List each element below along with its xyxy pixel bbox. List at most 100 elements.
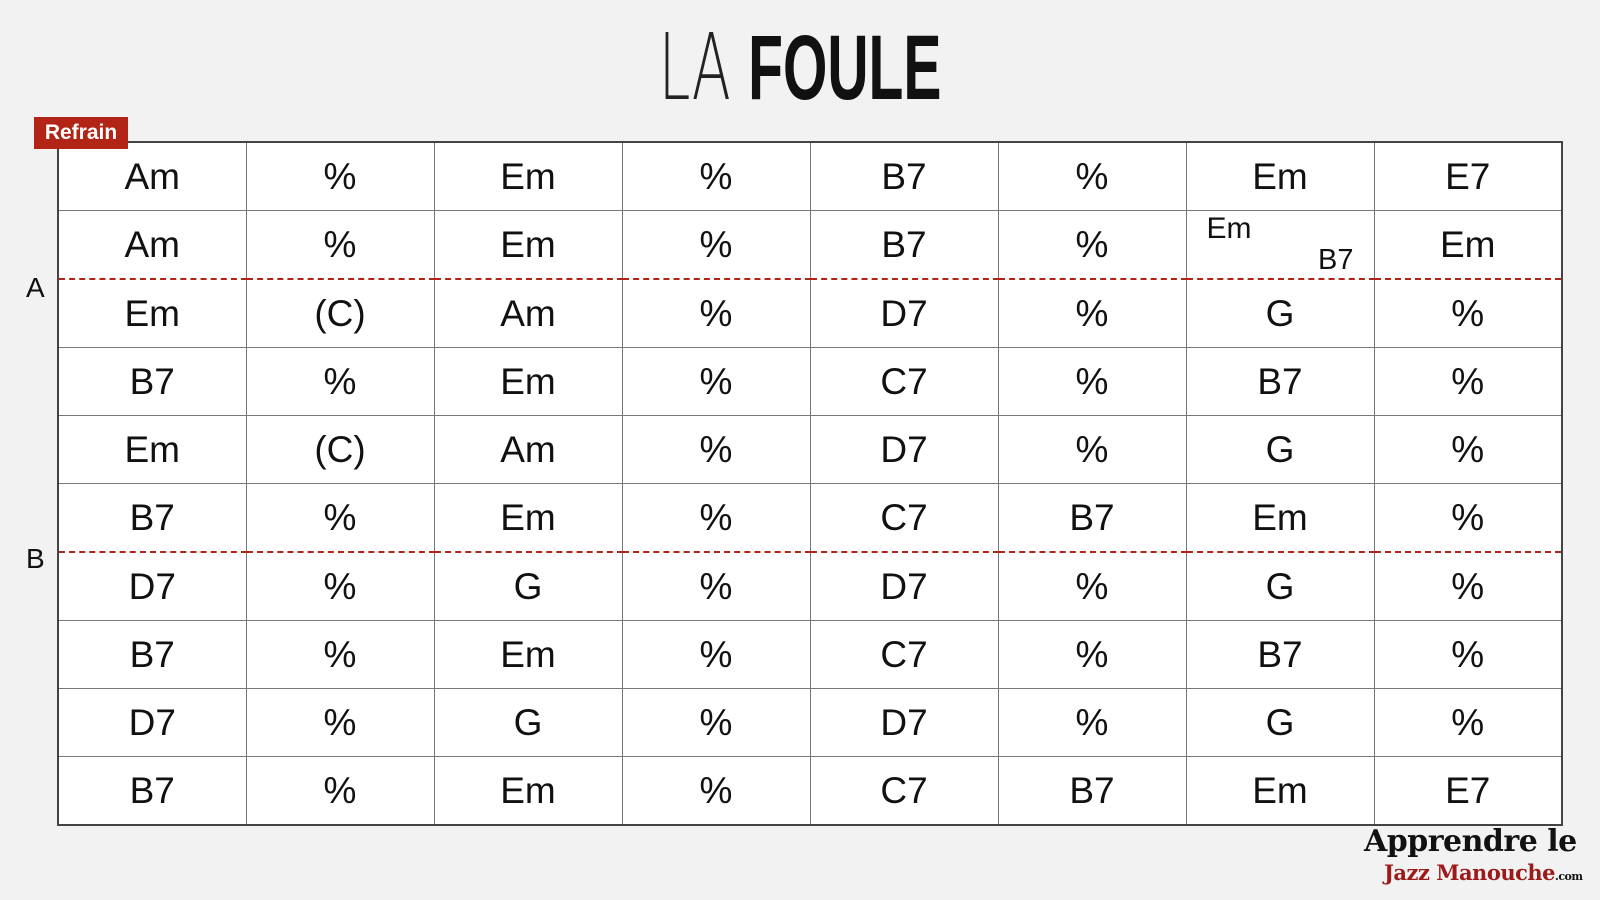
logo: Apprendre le Jazz Manouche.com — [1364, 824, 1594, 890]
chord-cell: B7 — [809, 141, 999, 211]
title-la: LA — [658, 14, 731, 121]
chord-cell: C7 — [809, 620, 999, 689]
chord-cell: D7 — [57, 688, 247, 757]
title-foule: FOULE — [748, 17, 942, 119]
chord-cell: Em — [433, 210, 623, 280]
chord-cell: % — [621, 415, 811, 484]
chord-cell: % — [245, 210, 435, 280]
chord-cell: G — [433, 688, 623, 757]
chord-cell: Em — [433, 620, 623, 689]
chord-cell: % — [997, 688, 1187, 757]
chord-cell: % — [245, 756, 435, 826]
grid-row: D7% G% D7% G% — [57, 551, 1563, 621]
chord-cell: % — [1373, 278, 1563, 348]
chord-cell: B7 — [809, 210, 999, 280]
chord-cell: % — [997, 620, 1187, 689]
chord-cell: D7 — [809, 415, 999, 484]
chord-cell: D7 — [809, 278, 999, 348]
logo-suffix: .com — [1555, 870, 1583, 883]
refrain-badge: Refrain — [34, 117, 128, 149]
chord-cell: % — [1373, 483, 1563, 553]
chord-cell: Em — [433, 141, 623, 211]
chord-cell: % — [621, 210, 811, 280]
chord-cell: Em — [1373, 210, 1563, 280]
chord-cell: C7 — [809, 483, 999, 553]
chord-cell: % — [621, 620, 811, 689]
chord-cell: B7 — [57, 483, 247, 553]
chord-cell: Em — [433, 347, 623, 416]
chord-bottom: B7 — [1318, 244, 1354, 276]
grid-row: Am% Em% B7% Em B7 Em — [57, 210, 1563, 280]
grid-row: D7% G% D7% G% — [57, 688, 1563, 757]
grid-row: B7% Em% C7 B7 Em% — [57, 483, 1563, 553]
chord-cell: G — [1185, 415, 1375, 484]
chord-cell: % — [1373, 551, 1563, 621]
grid-row: Am% Em% B7% Em E7 — [57, 141, 1563, 211]
logo-line-1: Apprendre le — [1364, 824, 1577, 859]
grid-row: B7% Em% C7% B7% — [57, 620, 1563, 689]
chord-cell: Am — [57, 141, 247, 211]
chord-cell: G — [1185, 278, 1375, 348]
chord-cell: Em — [433, 483, 623, 553]
chord-cell: Em — [1185, 756, 1375, 826]
grid-row: B7% Em% C7 B7 Em E7 — [57, 756, 1563, 826]
chord-grid: Am% Em% B7% Em E7 Am% Em% B7% Em B7 Em Em (C) Am% D7% G… — [57, 141, 1563, 826]
section-label-a: A — [26, 272, 45, 303]
chord-cell: % — [245, 141, 435, 211]
chord-cell: % — [1373, 415, 1563, 484]
chord-cell: Em — [433, 756, 623, 826]
chord-cell: % — [621, 756, 811, 826]
chord-cell: % — [1373, 347, 1563, 416]
chord-cell: D7 — [809, 551, 999, 621]
chord-cell: % — [621, 347, 811, 416]
chord-cell: % — [245, 347, 435, 416]
chord-cell: Em B7 — [1185, 210, 1375, 280]
chord-cell: E7 — [1373, 141, 1563, 211]
chord-cell: % — [997, 415, 1187, 484]
chord-cell: % — [245, 483, 435, 553]
chord-cell: % — [245, 620, 435, 689]
chord-cell: % — [997, 141, 1187, 211]
logo-jazz-manouche: Jazz Manouche — [1384, 860, 1556, 885]
chord-cell: D7 — [57, 551, 247, 621]
title-text: LA FOULE — [659, 17, 942, 119]
page-title: LA FOULE — [0, 17, 1600, 119]
chord-cell: % — [997, 210, 1187, 280]
logo-line-2: Jazz Manouche.com — [1384, 860, 1594, 890]
chord-cell: G — [433, 551, 623, 621]
chord-cell: B7 — [997, 756, 1187, 826]
chord-cell: G — [1185, 551, 1375, 621]
chord-cell: Em — [1185, 141, 1375, 211]
grid-row: Em (C) Am% D7% G% — [57, 415, 1563, 484]
chord-cell: % — [621, 483, 811, 553]
chord-cell: E7 — [1373, 756, 1563, 826]
chord-cell: B7 — [57, 347, 247, 416]
chord-cell: % — [997, 551, 1187, 621]
chord-cell: B7 — [57, 756, 247, 826]
chord-cell: % — [1373, 620, 1563, 689]
chord-cell: B7 — [997, 483, 1187, 553]
chord-cell: % — [997, 347, 1187, 416]
chord-cell: Em — [1185, 483, 1375, 553]
chord-top: Em — [1206, 212, 1252, 245]
chord-cell: % — [997, 278, 1187, 348]
chord-cell: C7 — [809, 347, 999, 416]
chord-cell: % — [621, 551, 811, 621]
chord-cell: % — [1373, 688, 1563, 757]
chord-cell: B7 — [57, 620, 247, 689]
chord-cell: Em — [57, 415, 247, 484]
chord-cell: C7 — [809, 756, 999, 826]
grid-row: Em (C) Am% D7% G% — [57, 278, 1563, 348]
chord-cell: D7 — [809, 688, 999, 757]
chord-cell: Am — [433, 415, 623, 484]
grid-row: B7% Em% C7% B7% — [57, 347, 1563, 416]
chord-cell: Am — [433, 278, 623, 348]
chord-cell: B7 — [1185, 347, 1375, 416]
section-label-b: B — [26, 543, 45, 574]
chord-cell: % — [245, 688, 435, 757]
chord-cell: B7 — [1185, 620, 1375, 689]
chord-cell: (C) — [245, 415, 435, 484]
chord-cell: G — [1185, 688, 1375, 757]
chord-cell: % — [621, 688, 811, 757]
chord-cell: Em — [57, 278, 247, 348]
